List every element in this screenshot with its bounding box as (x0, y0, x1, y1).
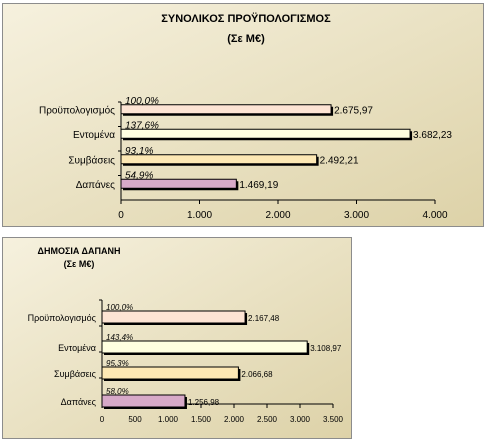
percent-label: 95,3% (106, 359, 129, 368)
bar-3 (120, 178, 237, 189)
x-tick-label: 1.000 (158, 415, 179, 424)
percent-label: 93,1% (125, 146, 153, 157)
value-label: 1.256,98 (188, 398, 220, 407)
category-label: Συμβάσεις (68, 154, 115, 166)
x-tick-label: 3.500 (323, 415, 344, 424)
percent-label: 100,0% (106, 303, 133, 312)
bar-3 (101, 394, 186, 408)
category-label: Προϋπολογισμός (39, 104, 115, 116)
value-label: 3.682,23 (413, 130, 452, 141)
bar-0 (120, 104, 332, 115)
x-tick-label: 0 (100, 415, 105, 424)
chart-title: ΣΥΝΟΛΙΚΟΣ ΠΡΟΫΠΟΛΟΓΙΣΜΟΣ (161, 12, 331, 25)
category-label: Συμβάσεις (54, 369, 97, 379)
x-tick-label: 3.000 (344, 210, 369, 221)
value-label: 2.492,21 (320, 155, 359, 166)
x-tick-label: 3.000 (290, 415, 311, 424)
value-label: 3.108,97 (310, 344, 342, 353)
x-tick-label: 1.500 (191, 415, 212, 424)
bar-0 (101, 310, 246, 324)
percent-label: 100,0% (125, 96, 159, 107)
bar-1 (120, 128, 411, 139)
public-expenditure-chart: ΔΗΜΟΣΙΑ ΔΑΠΑΝΗ (Σε Μ€) 0 500 1.000 1.500 2.000… (3, 238, 351, 438)
x-tick-label: 2.000 (265, 210, 290, 221)
total-budget-chart: ΣΥΝΟΛΙΚΟΣ ΠΡΟΫΠΟΛΟΓΙΣΜΟΣ (Σε Μ€) 0 1.000 2.0… (3, 4, 483, 226)
x-tick-label: 2.000 (224, 415, 245, 424)
chart-title: ΔΗΜΟΣΙΑ ΔΑΠΑΝΗ (38, 246, 121, 256)
chart-subtitle: (Σε Μ€) (64, 259, 95, 269)
public-expenditure-chart-panel: ΔΗΜΟΣΙΑ ΔΑΠΑΝΗ (Σε Μ€) 0 500 1.000 1.500 2.000… (2, 237, 352, 439)
x-tick-label: 2.500 (257, 415, 278, 424)
value-label: 1.469,19 (239, 180, 278, 191)
percent-label: 143,4% (106, 333, 133, 342)
value-label: 2.066,68 (241, 370, 273, 379)
category-label: Προϋπολογισμός (28, 313, 97, 323)
bar-1 (101, 340, 308, 354)
x-tick-label: 0 (118, 210, 124, 221)
percent-label: 137,6% (125, 120, 159, 131)
x-tick-label: 500 (128, 415, 142, 424)
bar-2 (101, 366, 239, 380)
percent-label: 54,9% (125, 170, 153, 181)
percent-label: 58,0% (106, 387, 129, 396)
category-label: Εντομένα (58, 343, 96, 353)
x-tick-label: 4.000 (422, 210, 447, 221)
category-label: Δαπάνες (61, 397, 97, 407)
category-label: Δαπάνες (76, 179, 115, 191)
total-budget-chart-panel: ΣΥΝΟΛΙΚΟΣ ΠΡΟΫΠΟΛΟΓΙΣΜΟΣ (Σε Μ€) 0 1.000 2.0… (2, 3, 484, 227)
x-tick-label: 1.000 (187, 210, 212, 221)
value-label: 2.167,48 (248, 314, 280, 323)
chart-subtitle: (Σε Μ€) (227, 33, 265, 45)
bar-2 (120, 154, 318, 165)
category-label: Εντομένα (73, 129, 115, 141)
value-label: 2.675,97 (334, 105, 373, 116)
